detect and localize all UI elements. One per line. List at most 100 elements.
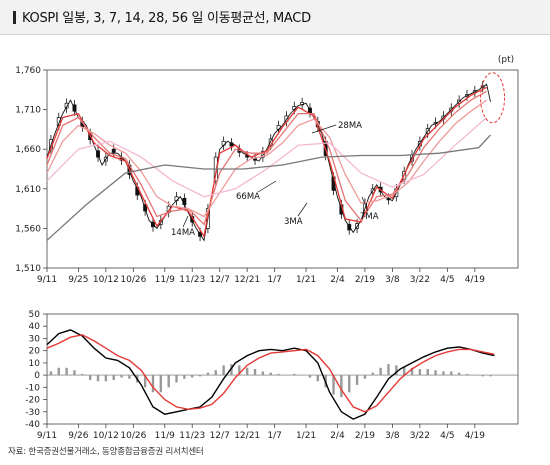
macd-histogram-bar (214, 370, 217, 376)
macd-xtick-label: 10/12 (93, 431, 119, 441)
annotation-label: 66MA (236, 192, 260, 202)
macd-histogram-bar (285, 375, 288, 376)
macd-histogram-bar (159, 375, 163, 393)
macd-xtick-label: 4/19 (465, 431, 485, 441)
price-xtick-label: 10/26 (120, 275, 146, 285)
macd-histogram-bar (183, 375, 186, 379)
price-xtick-label: 1/21 (296, 275, 316, 285)
macd-xtick-label: 12/7 (210, 431, 230, 441)
price-xtick-label: 4/19 (465, 275, 485, 285)
chart-title: KOSPI 일봉, 3, 7, 14, 28, 56 일 이동평균선, MACD (13, 7, 311, 26)
macd-histogram-bar (434, 370, 437, 376)
macd-histogram-bar (395, 365, 398, 376)
annotation-label: 3MA (284, 217, 303, 227)
macd-histogram-bar (88, 375, 92, 380)
macd-xtick-label: 11/23 (179, 431, 205, 441)
annotation-label: 14MA (171, 228, 195, 238)
macd-histogram-bar (57, 367, 60, 376)
annotation-leader (361, 196, 369, 212)
macd-histogram-bar (308, 375, 312, 378)
price-xtick-label: 4/5 (440, 275, 454, 285)
macd-ytick-label: 40 (29, 322, 41, 332)
macd-xtick-label: 3/22 (410, 431, 430, 441)
price-frame (46, 69, 519, 269)
macd-xtick-label: 11/9 (155, 431, 175, 441)
macd-xtick-label: 2/4 (330, 431, 345, 441)
macd-histogram-bar (238, 365, 241, 376)
macd-histogram-bar (73, 370, 76, 376)
macd-xtick-label: 1/21 (296, 431, 316, 441)
macd-xtick-label: 12/21 (234, 431, 260, 441)
macd-xtick-label: 9/26 (68, 431, 88, 441)
macd-histogram-bar (410, 367, 414, 376)
macd-histogram-bar (96, 375, 100, 382)
price-xtick-label: 1/7 (267, 275, 281, 285)
price-xtick-label: 3/8 (385, 275, 400, 285)
annotation-label: 7MA (360, 212, 379, 222)
price-xtick-label: 2/4 (330, 275, 345, 285)
macd-histogram-bar (426, 369, 429, 376)
annotation-leader (311, 124, 337, 134)
macd-xtick-label: 1/7 (267, 431, 281, 441)
macd-frame (46, 313, 519, 425)
macd-histogram-bar (120, 375, 123, 378)
price-xtick-label: 3/22 (410, 275, 430, 285)
macd-histogram-bar (230, 364, 233, 376)
candle-body (111, 148, 116, 153)
macd-histogram-bar (277, 373, 280, 376)
macd-histogram-bar (253, 369, 257, 376)
macd-histogram-bar (457, 372, 461, 376)
macd-histogram-bar (167, 375, 170, 388)
macd-ytick-label: 20 (29, 347, 41, 357)
macd-histogram-bar (81, 373, 84, 376)
annotation-label: 28MA (338, 121, 362, 131)
macd-histogram-bar (49, 371, 53, 376)
macd-histogram-bar (198, 375, 202, 377)
macd-histogram-bar (222, 365, 225, 376)
macd-histogram-bar (473, 375, 477, 376)
macd-ytick-label: -30 (25, 408, 40, 418)
macd-histogram-bar (332, 375, 335, 395)
price-ytick-label: 1,510 (15, 264, 41, 274)
macd-ytick-label: -40 (25, 420, 40, 430)
macd-ytick-label: -10 (25, 383, 40, 393)
macd-histogram-bar (450, 371, 453, 376)
price-ytick-label: 1,560 (15, 224, 41, 234)
price-xtick-label: 2/19 (355, 275, 375, 285)
macd-histogram-bar (340, 375, 343, 398)
macd-histogram-bar (316, 375, 320, 382)
macd-histogram-bar (402, 366, 406, 376)
macd-histogram-bar (355, 375, 359, 385)
macd-histogram-bar (481, 375, 484, 377)
macd-histogram-bar (65, 367, 68, 376)
macd-histogram-bar (104, 375, 108, 382)
macd-histogram-bar (128, 375, 131, 379)
annotation-leader (297, 202, 308, 217)
macd-histogram-bar (293, 373, 296, 376)
candle-body (260, 151, 265, 158)
source-note: 자료: 한국증권선물거래소, 동양종합금융증권 리서치센터 (8, 447, 204, 457)
price-xtick-label: 9/11 (37, 275, 57, 285)
macd-histogram-bar (348, 375, 351, 393)
macd-xtick-label: 2/19 (355, 431, 375, 441)
close-price-line (46, 83, 491, 242)
macd-line-signal (46, 334, 495, 413)
macd-histogram-bar (379, 367, 382, 376)
ma-line-56ma (46, 134, 491, 241)
ma-line-14ma (46, 99, 487, 218)
macd-xtick-label: 10/26 (120, 431, 146, 441)
macd-histogram-bar (245, 367, 249, 376)
macd-histogram-bar (418, 369, 422, 376)
macd-histogram-bar (269, 372, 272, 376)
macd-histogram-bar (442, 371, 445, 376)
ma-line-7ma (46, 90, 487, 226)
highlight-circle (480, 72, 506, 124)
price-ytick-label: 1,760 (15, 66, 41, 76)
price-xtick-label: 10/12 (93, 275, 119, 285)
macd-histogram-bar (489, 375, 492, 377)
macd-ytick-label: -20 (25, 396, 40, 406)
candle-body (64, 102, 69, 109)
price-xtick-label: 12/7 (210, 275, 230, 285)
macd-ytick-label: 30 (29, 334, 41, 344)
